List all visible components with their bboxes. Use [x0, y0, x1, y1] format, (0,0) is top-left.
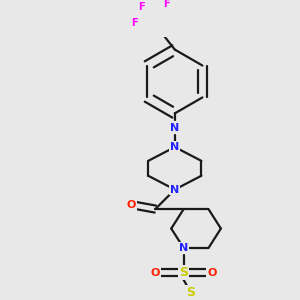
Text: N: N	[170, 184, 179, 195]
Text: O: O	[207, 268, 217, 278]
Text: F: F	[138, 2, 145, 12]
Text: O: O	[127, 200, 136, 210]
Text: N: N	[170, 123, 179, 133]
Text: N: N	[170, 142, 179, 152]
Text: N: N	[179, 243, 188, 253]
Text: F: F	[164, 0, 170, 8]
Text: F: F	[131, 18, 137, 28]
Text: O: O	[151, 268, 160, 278]
Text: S: S	[186, 286, 195, 299]
Text: S: S	[179, 266, 188, 279]
